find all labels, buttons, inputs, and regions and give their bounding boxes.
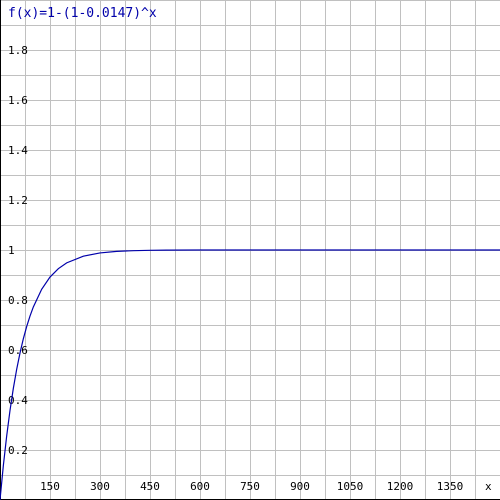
y-tick-label: 1.2 [8, 194, 28, 207]
x-tick-label: 750 [240, 480, 260, 493]
x-tick-label: 300 [90, 480, 110, 493]
series [0, 249, 500, 500]
x-tick-label: 600 [190, 480, 210, 493]
x-tick-label: 900 [290, 480, 310, 493]
y-tick-label: 1 [8, 244, 15, 257]
y-tick-label: 1.4 [8, 144, 28, 157]
y-tick-label: 1.6 [8, 94, 28, 107]
y-tick-label: 0.4 [8, 394, 28, 407]
x-tick-label: 450 [140, 480, 160, 493]
chart-title: f(x)=1-(1-0.0147)^x [8, 6, 157, 21]
tick-labels: 150 300 450 600 750 900 1050 1200 1350 0.2 0.4 0.6 0… [8, 44, 463, 493]
y-tick-label: 0.2 [8, 444, 28, 457]
x-axis-label: x [485, 480, 492, 493]
x-tick-label: 150 [40, 480, 60, 493]
x-tick-label: 1200 [387, 480, 414, 493]
y-tick-label: 0.6 [8, 344, 28, 357]
y-tick-label: 0.8 [8, 294, 28, 307]
x-tick-label: 1050 [337, 480, 364, 493]
x-tick-label: 1350 [437, 480, 464, 493]
y-tick-label: 1.8 [8, 44, 28, 57]
series-line [0, 249, 500, 500]
